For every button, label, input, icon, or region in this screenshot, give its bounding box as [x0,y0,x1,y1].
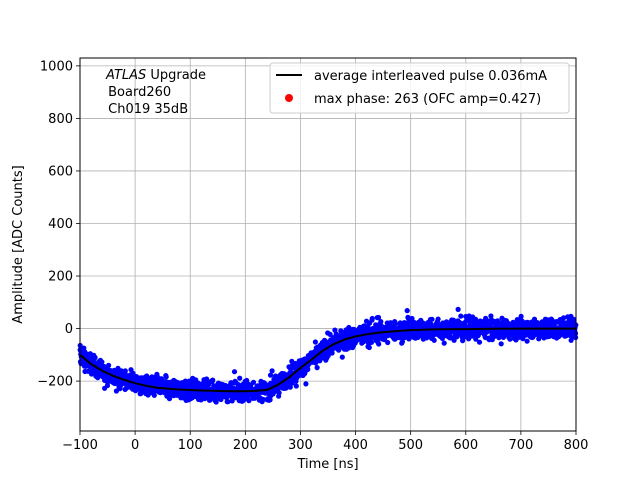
scatter-point [269,368,275,374]
scatter-point [276,390,282,396]
scatter-point [435,316,441,322]
scatter-point [312,339,318,345]
x-tick-label: 400 [343,438,368,453]
scatter-point [378,319,384,325]
legend-box [269,62,570,114]
scatter-point [388,320,394,326]
scatter-point [451,337,457,343]
scatter-point [92,354,98,361]
scatter-point [314,365,320,371]
legend: average interleaved pulse 0.036mA max ph… [269,62,570,114]
scatter-point [151,392,157,398]
scatter-point [525,319,531,325]
scatter-point [237,375,243,381]
scatter-point [303,381,309,387]
scatter-point [163,374,169,380]
scatter-point [368,339,375,345]
annotation-line-3: Ch019 35dB [104,102,188,117]
y-tick-label: 400 [48,217,73,232]
scatter-point [289,380,295,386]
scatter-point [287,384,293,390]
scatter-point [293,383,299,389]
x-tick-label: 500 [398,438,423,453]
average-pulse-line [79,327,576,393]
scatter-point [458,313,464,319]
y-tick-label: 600 [48,164,73,179]
y-tick-label: 200 [48,270,73,285]
scatter-point [518,313,524,319]
x-tick-label: 700 [508,438,533,453]
scatter-point [229,398,235,404]
scatter-point [399,339,405,345]
scatter-point [366,344,372,351]
annotation-upgrade: Upgrade [146,68,206,83]
scatter-point [267,372,274,378]
scatter-point [369,315,375,322]
annotation-line-2: Board260 [104,85,171,100]
scatter-point [329,350,335,356]
scatter-point [561,315,567,321]
scatter-point [106,362,112,368]
scatter-point [99,359,105,365]
scatter-point [231,369,238,375]
atlas-annotation: ATLAS Upgrade Board260 Ch019 35dB [104,68,206,117]
scatter-point [204,376,210,382]
annotation-atlas: ATLAS [105,68,146,83]
scatter-point [225,399,231,405]
scatter-point [507,336,513,342]
x-tick-label: 200 [233,438,258,453]
scatter-point [476,339,483,345]
scatter-point [429,316,435,322]
scatter-point [404,308,410,314]
y-tick-label: −200 [37,375,73,390]
scatter-point [431,337,437,343]
scatter-point [95,375,101,381]
scatter-point [375,314,382,321]
x-tick-label: 300 [288,438,313,453]
scatter-point [572,330,579,336]
scatter-point [392,321,399,327]
legend-dot-marker [285,94,293,102]
scatter-point [441,340,447,346]
scatter-point [244,377,250,384]
scatter-point [524,338,530,344]
scatter-point [305,366,311,372]
x-axis-label: Time [ns] [296,457,358,472]
scatter-point [385,339,391,346]
scatter-point [339,354,345,360]
x-tick-label: 100 [178,438,203,453]
y-tick-label: 0 [65,322,73,337]
scatter-point [246,398,252,404]
scatter-point [122,368,128,374]
scatter-point [498,341,504,347]
scatter-point [104,382,111,389]
y-tick-label: 800 [48,112,73,127]
y-axis-label: Amplitude [ADC Counts] [11,165,26,323]
scatter-point [250,379,257,385]
legend-entry-average-pulse: average interleaved pulse 0.036mA [314,69,547,84]
annotation-line-1: ATLAS Upgrade [105,68,206,83]
plot-frame [79,57,577,432]
axis-ticks: −100 0 100 200 300 400 500 600 700 800 −200 0 200 400… [37,59,588,453]
scatter-series [77,306,579,405]
scatter-point [455,306,461,312]
line-series [79,327,576,393]
legend-entry-max-phase: max phase: 263 (OFC amp=0.427) [314,92,541,107]
scatter-point [260,396,266,402]
scatter-point [210,377,216,383]
scatter-point [376,341,382,347]
x-tick-label: 600 [453,438,478,453]
x-tick-label: 800 [564,438,589,453]
y-tick-label: 1000 [40,59,73,74]
scatter-point [267,397,273,403]
x-tick-label: −100 [62,438,98,453]
scatter-point [213,399,219,405]
x-tick-label: 0 [131,438,139,453]
